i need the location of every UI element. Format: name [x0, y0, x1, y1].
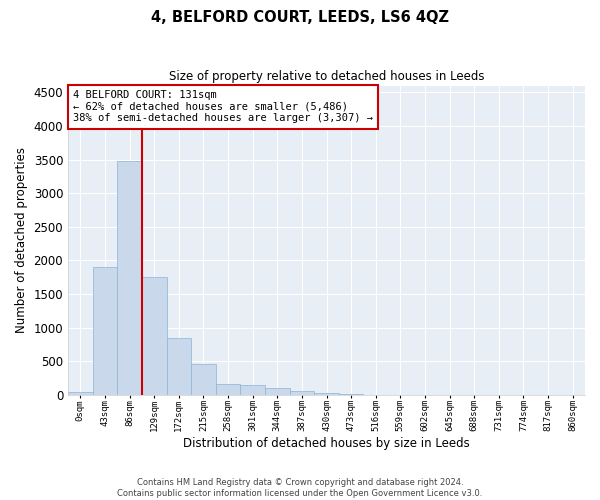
Bar	[68, 392, 92, 395]
Bar	[265, 388, 290, 395]
Bar	[339, 394, 364, 395]
Bar	[191, 364, 216, 395]
Bar	[142, 276, 167, 395]
X-axis label: Distribution of detached houses by size in Leeds: Distribution of detached houses by size …	[183, 437, 470, 450]
Bar	[167, 338, 191, 395]
Y-axis label: Number of detached properties: Number of detached properties	[15, 148, 28, 334]
Text: Contains HM Land Registry data © Crown copyright and database right 2024.
Contai: Contains HM Land Registry data © Crown c…	[118, 478, 482, 498]
Bar	[216, 384, 241, 395]
Text: 4, BELFORD COURT, LEEDS, LS6 4QZ: 4, BELFORD COURT, LEEDS, LS6 4QZ	[151, 10, 449, 25]
Bar	[241, 384, 265, 395]
Title: Size of property relative to detached houses in Leeds: Size of property relative to detached ho…	[169, 70, 484, 83]
Bar	[314, 392, 339, 395]
Text: 4 BELFORD COURT: 131sqm
← 62% of detached houses are smaller (5,486)
38% of semi: 4 BELFORD COURT: 131sqm ← 62% of detache…	[73, 90, 373, 124]
Bar	[290, 392, 314, 395]
Bar	[92, 267, 117, 395]
Bar	[117, 161, 142, 395]
